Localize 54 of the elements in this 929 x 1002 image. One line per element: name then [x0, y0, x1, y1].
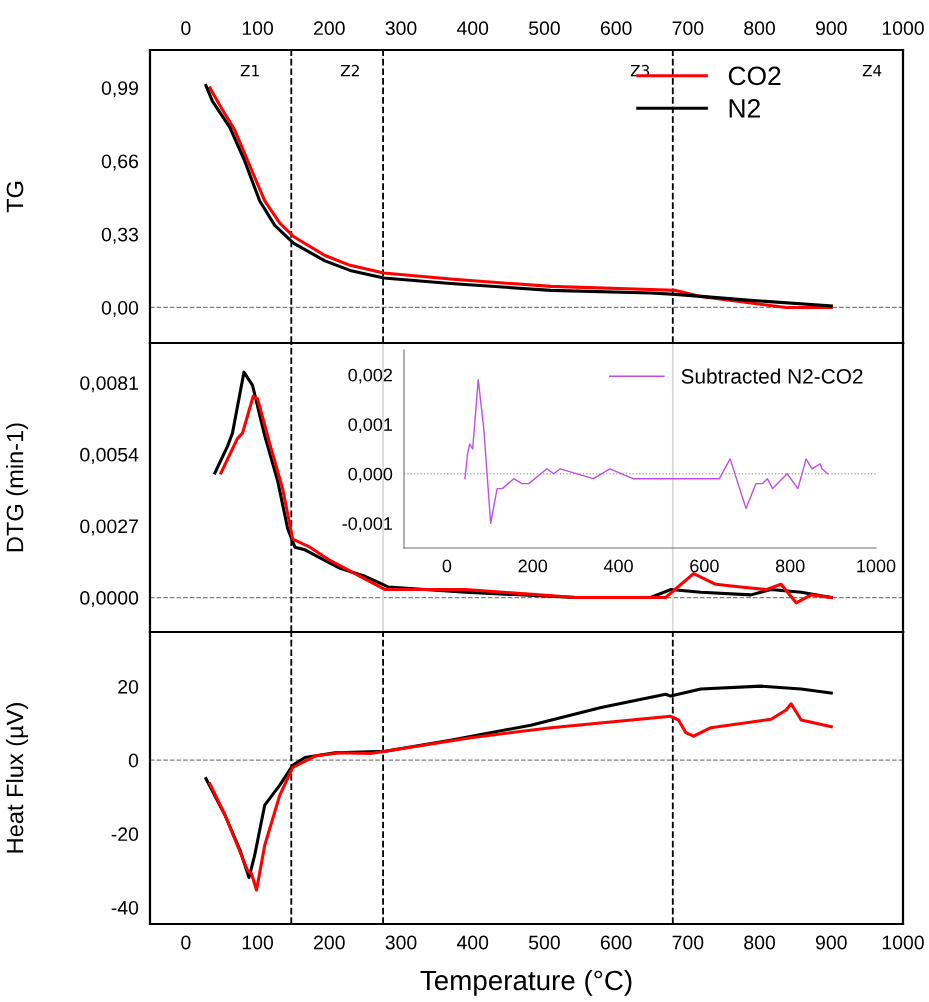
x-tick-label: 600: [600, 21, 632, 36]
x-tick-label: 900: [815, 21, 847, 36]
y-tick-label: 0,0081: [80, 376, 138, 393]
x-axis-title: Temperature (°C): [420, 969, 632, 996]
x-tick-label: 300: [385, 935, 417, 950]
legend-label: CO2: [728, 66, 781, 86]
x-tick-label: 500: [528, 935, 560, 950]
x-tick-label: 800: [744, 21, 776, 36]
y-tick-label: 0,00: [101, 300, 139, 318]
x-tick-label: 200: [518, 559, 548, 573]
x-tick-label: 700: [672, 21, 704, 36]
x-tick-label: 0: [181, 21, 191, 36]
x-tick-label: 600: [600, 935, 632, 950]
y-tick-label: -40: [111, 900, 139, 915]
x-tick-label: 400: [456, 935, 489, 950]
y-tick-label: -0,001: [342, 517, 393, 533]
y-tick-label: 0,99: [101, 81, 138, 98]
x-tick-label: 400: [603, 559, 633, 573]
y-tick-label: 0,002: [348, 368, 392, 384]
x-tick-label: 100: [242, 21, 274, 36]
x-tick-label: 1000: [882, 935, 924, 950]
y-axis-title: DTG (min-1): [6, 423, 28, 552]
y-tick-label: 0,000: [348, 467, 393, 483]
y-tick-label: -20: [111, 827, 139, 842]
y-tick-label: 0,0054: [80, 447, 139, 464]
y-tick-label: 0,001: [348, 418, 393, 434]
legend-label: Subtracted N2-CO2: [681, 368, 863, 384]
x-tick-label: 1000: [857, 559, 896, 573]
x-tick-label: 100: [242, 935, 274, 950]
y-tick-label: 0,66: [101, 154, 139, 171]
x-tick-label: 700: [672, 935, 704, 950]
x-tick-label: 500: [528, 21, 560, 36]
x-tick-label: 400: [456, 21, 489, 36]
x-tick-label: 300: [385, 21, 417, 36]
x-tick-label: 600: [690, 559, 719, 573]
x-tick-label: 200: [314, 21, 345, 36]
y-axis-title: Heat Flux (µV): [6, 703, 29, 853]
annotation: Z1: [240, 65, 259, 77]
x-tick-label: 0: [181, 935, 191, 950]
y-tick-label: 0: [128, 753, 139, 768]
x-tick-label: 900: [815, 935, 847, 950]
annotation: Z2: [340, 64, 359, 77]
y-tick-label: 20: [118, 679, 139, 694]
y-tick-label: 0,33: [101, 227, 139, 244]
y-tick-label: 0,0027: [80, 519, 138, 536]
y-tick-label: 0,0000: [80, 591, 139, 608]
x-tick-label: 0: [442, 559, 452, 573]
x-tick-label: 200: [314, 935, 345, 950]
x-tick-label: 800: [744, 935, 776, 950]
y-axis-title: TG: [6, 181, 24, 213]
x-tick-label: 1000: [882, 21, 924, 36]
legend-label: N2: [729, 99, 760, 118]
annotation: Z4: [862, 65, 882, 77]
x-tick-label: 800: [775, 559, 805, 573]
